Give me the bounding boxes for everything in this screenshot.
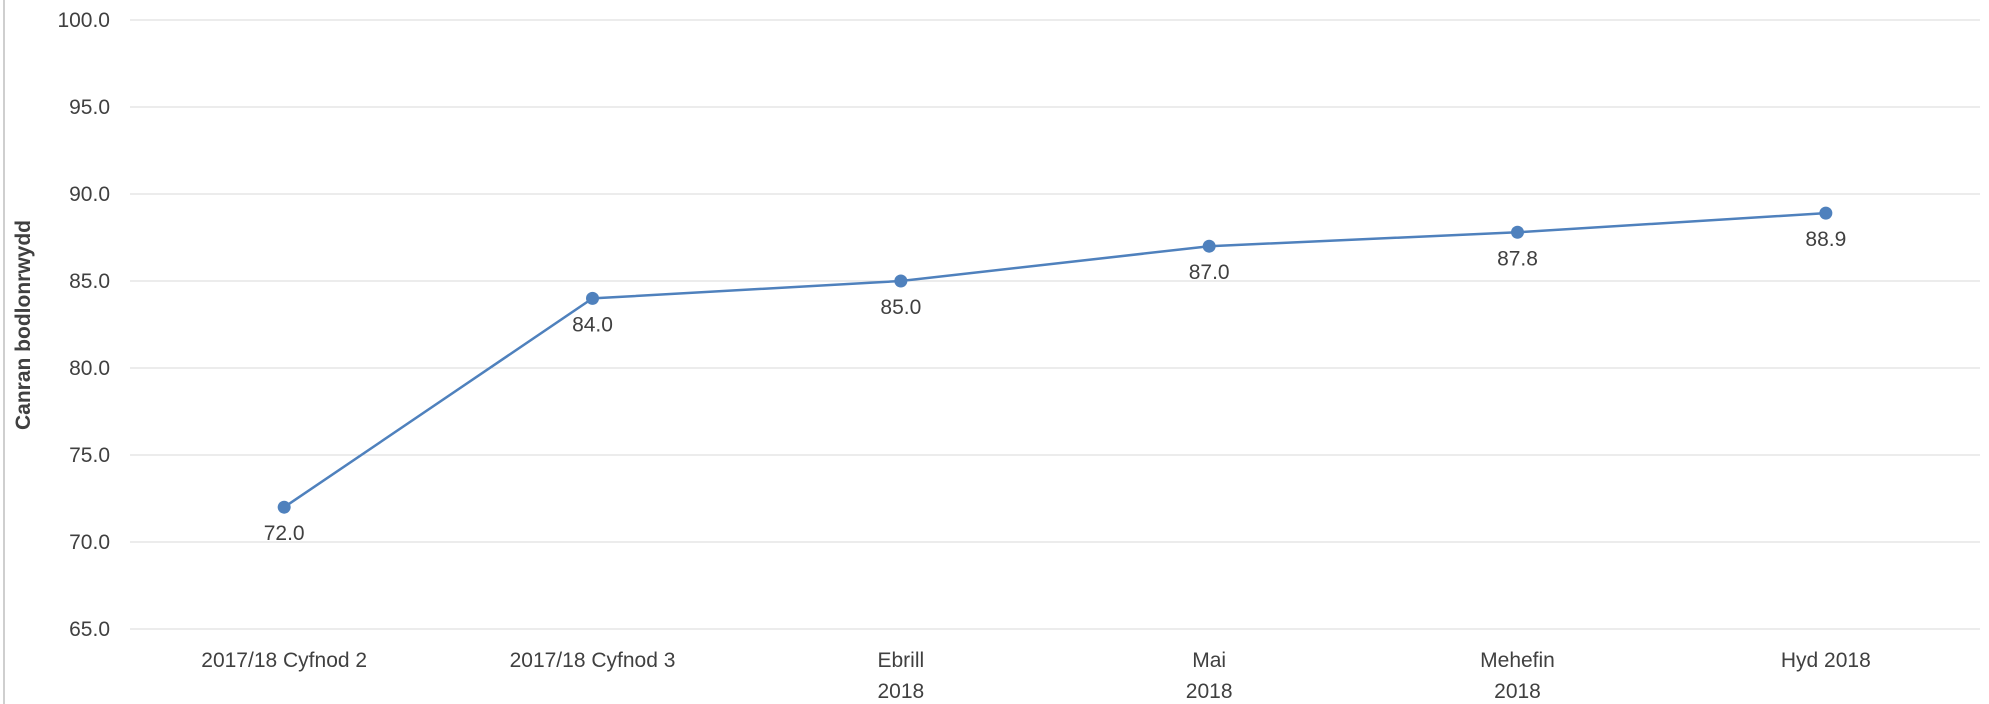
- data-point: [894, 274, 908, 288]
- x-tick-label-line: 2018: [1186, 680, 1233, 703]
- x-tick-label-line: 2017/18 Cyfnod 2: [201, 649, 367, 672]
- y-tick-label: 95.0: [69, 96, 110, 119]
- data-point: [1202, 239, 1216, 253]
- gridlines: [130, 19, 1980, 630]
- x-tick-label-line: 2017/18 Cyfnod 3: [510, 649, 676, 672]
- x-tick-label: 2017/18 Cyfnod 3: [510, 649, 676, 672]
- y-tick-label: 85.0: [69, 270, 110, 293]
- x-tick-label-line: 2018: [877, 680, 924, 703]
- data-point: [1819, 206, 1833, 220]
- y-tick-label: 70.0: [69, 531, 110, 554]
- y-tick-label: 90.0: [69, 183, 110, 206]
- x-tick-label: Hyd 2018: [1781, 649, 1871, 672]
- y-tick-label: 65.0: [69, 618, 110, 641]
- data-point: [1511, 225, 1524, 239]
- x-tick-label-line: Mehefin: [1480, 649, 1555, 672]
- data-point: [277, 500, 291, 514]
- data-label: 85.0: [880, 296, 921, 319]
- y-tick-label: 100.0: [57, 9, 110, 32]
- data-label: 87.0: [1189, 261, 1230, 284]
- x-tick-label-line: Mai: [1192, 649, 1226, 672]
- data-label: 84.0: [572, 313, 613, 336]
- x-tick-label-line: Hyd 2018: [1781, 649, 1871, 672]
- data-point: [586, 291, 599, 305]
- y-axis-ticks: 65.0 70.0 75.0 80.0 85.0 90.0 95.0 100.0: [57, 9, 110, 641]
- y-tick-label: 80.0: [69, 357, 110, 380]
- x-tick-label-line: 2018: [1494, 680, 1541, 703]
- x-tick-label: 2017/18 Cyfnod 2: [201, 649, 367, 672]
- y-axis-title: Canran bodlonrwydd: [12, 220, 35, 430]
- x-tick-label: Mehefin 2018: [1480, 649, 1555, 703]
- x-tick-label: Mai 2018: [1186, 649, 1233, 703]
- x-tick-label-line: Ebrill: [877, 649, 924, 672]
- x-axis-ticks: 2017/18 Cyfnod 2 2017/18 Cyfnod 3 Ebrill 20…: [201, 649, 1871, 703]
- x-tick-label: Ebrill 2018: [877, 649, 924, 703]
- y-tick-label: 75.0: [69, 444, 110, 467]
- data-label: 88.9: [1805, 228, 1846, 251]
- series-line: [283, 211, 1826, 509]
- data-labels: 72.0 84.0 85.0 87.0 87.8 88.9: [264, 228, 1847, 545]
- series: [277, 206, 1833, 514]
- data-label: 72.0: [264, 522, 305, 545]
- data-label: 87.8: [1497, 247, 1538, 270]
